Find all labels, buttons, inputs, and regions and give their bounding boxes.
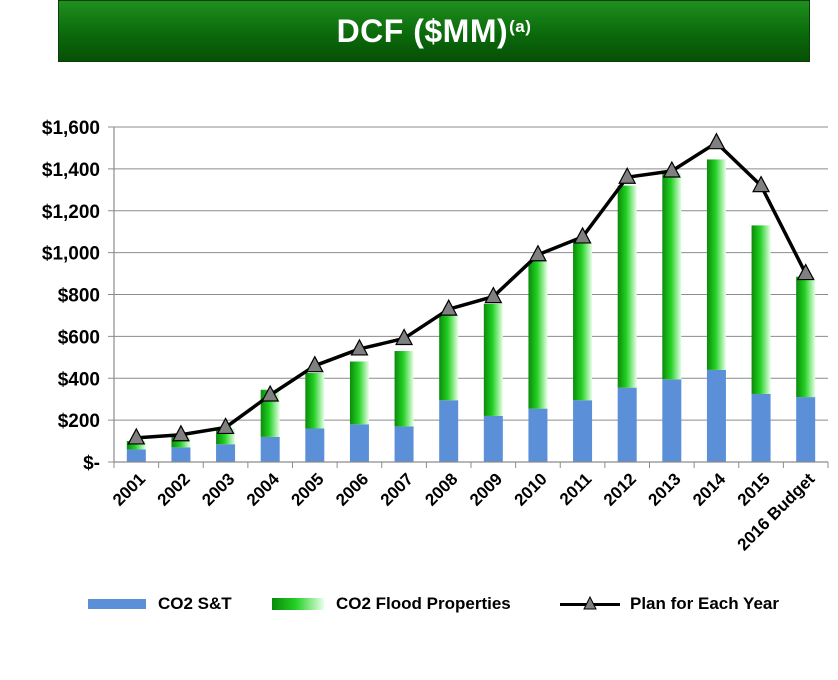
y-tick-label: $1,400 [42,160,100,181]
bar-co2-flood [796,276,816,398]
x-tick-label: 2012 [600,469,640,509]
x-tick-label: 2007 [377,469,417,509]
x-tick-label: 2003 [198,469,238,509]
x-tick-label: 2010 [511,469,551,509]
plan-marker [216,417,235,435]
plan-marker [439,298,458,316]
x-tick-label: 2016 Budget [734,469,819,554]
plan-marker [662,160,681,178]
x-tick-label: 2005 [287,469,327,509]
bar-co2-flood [305,373,325,429]
plan-marker [395,328,414,346]
plan-marker [350,338,369,356]
legend-label-co2-st: CO2 S&T [158,594,232,613]
legend-item-plan: Plan for Each Year [560,594,779,614]
x-tick-label: 2009 [466,469,506,509]
y-tick-label: $1,000 [42,244,100,265]
bar-co2-st [216,444,236,462]
x-tick-label: 2002 [154,469,194,509]
x-tick-label: 2004 [243,469,284,510]
bar-co2-flood [706,159,726,370]
plan-marker [618,166,637,184]
x-tick-label: 2001 [109,469,149,509]
plan-marker [127,427,146,445]
y-tick-label: $600 [58,327,100,348]
bar-co2-flood [662,173,682,380]
bar-co2-st [751,393,771,462]
x-tick-label: 2013 [644,469,684,509]
bar-co2-st [260,436,280,462]
chart-title: DCF ($MM) [336,12,509,49]
bar-co2-st [439,400,459,462]
bar-co2-flood [528,261,548,409]
legend-item-co2-flood: CO2 Flood Properties [272,594,511,614]
plan-marker [528,244,547,262]
plan-marker [573,226,592,244]
legend-swatch-co2-flood [272,598,324,610]
bar-co2-flood [617,185,637,388]
chart-legend: CO2 S&T CO2 Flood Properties Plan for Ea… [0,594,838,620]
bar-co2-flood [349,361,369,425]
legend-item-co2-st: CO2 S&T [88,594,232,614]
bar-co2-st [706,369,726,462]
triangle-marker-icon [583,596,597,610]
bar-co2-st [796,397,816,462]
chart-title-footnote: (a) [509,17,532,36]
bar-co2-flood [171,436,191,448]
bar-co2-st [573,400,593,462]
bar-co2-st [483,415,503,462]
x-tick-label: 2008 [421,469,461,509]
bar-co2-flood [573,242,593,401]
legend-swatch-plan [560,596,620,611]
plan-marker [707,132,726,150]
bar-co2-flood [394,351,414,427]
bar-co2-st [662,379,682,462]
plan-marker [261,384,280,402]
bar-co2-flood [751,225,771,394]
x-tick-label: 2015 [734,469,774,509]
plan-marker [752,175,771,193]
plan-marker [305,355,324,373]
x-tick-label: 2011 [556,469,596,509]
y-tick-label: $- [83,453,100,474]
y-tick-label: $1,600 [42,118,100,139]
bar-co2-flood [126,441,146,450]
x-tick-label: 2014 [689,469,730,510]
y-tick-label: $1,200 [42,202,100,223]
plan-line [136,140,808,440]
bar-co2-st [171,447,191,462]
x-tick-label: 2006 [332,469,372,509]
bar-co2-st [349,424,369,462]
y-tick-label: $200 [58,411,100,432]
bar-co2-st [126,449,146,462]
legend-label-co2-flood: CO2 Flood Properties [336,594,511,613]
legend-label-plan: Plan for Each Year [630,594,779,613]
y-tick-label: $800 [58,286,100,307]
plan-marker [484,286,503,304]
bar-co2-st [528,408,548,462]
bar-co2-st [394,426,414,462]
bar-co2-flood [483,303,503,416]
dcf-chart: $- $200 $400 $600 $800 $1,000 $1,200 $1,400 $1,6… [42,118,829,554]
plan-marker [796,263,815,281]
bar-co2-flood [439,315,459,401]
chart-title-bar: DCF ($MM) (a) [58,0,810,62]
bar-co2-st [617,387,637,462]
bar-co2-st [305,428,325,462]
plan-marker [171,424,190,442]
y-tick-label: $400 [58,369,100,390]
legend-swatch-co2-st [88,599,146,609]
